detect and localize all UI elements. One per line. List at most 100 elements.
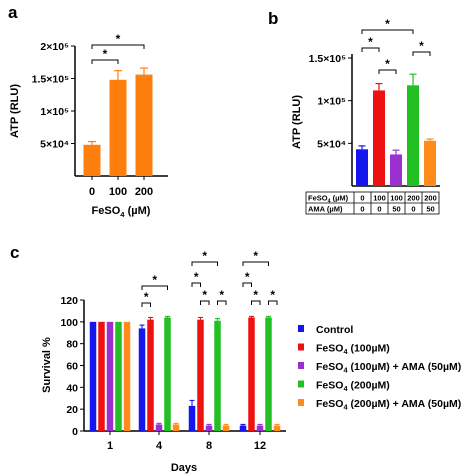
panel-a-significance-line — [91, 44, 145, 49]
panel-b-ytick-label: 1.5×10⁵ — [309, 53, 346, 65]
panel-c-legend-swatch — [298, 325, 304, 332]
panel-b-bar — [407, 85, 419, 186]
panel-c-bar — [222, 425, 230, 431]
panel-c-significance-line — [242, 261, 269, 266]
panel-b-table-cell: 0 — [360, 205, 364, 214]
panel-c-bar — [273, 425, 281, 431]
panel-c-xtick-label: 12 — [254, 440, 266, 452]
panel-b-bar — [373, 90, 385, 186]
panel-a-bar — [135, 74, 153, 176]
panel-a-significance-star: * — [103, 47, 108, 61]
panel-c-significance-line — [141, 302, 151, 307]
panel-c-bar — [205, 425, 213, 431]
panel-a-xtick-label: 200 — [135, 186, 153, 198]
panel-c-bar — [265, 317, 272, 431]
panel-c-bar — [115, 321, 122, 431]
panel-b-significance-star: * — [385, 17, 390, 31]
panel-c-significance-star: * — [253, 288, 258, 302]
panel-c-x-axis-label: Days — [171, 462, 197, 474]
panel-b-significance-line — [361, 47, 380, 52]
panel-b-table-cell: 100 — [373, 194, 386, 203]
panel-b-ytick-label: 1×10⁵ — [317, 96, 346, 108]
panel-c-bar — [197, 319, 204, 431]
panel-c-significance-star: * — [202, 249, 207, 263]
panel-c-bar — [147, 319, 154, 431]
panel-a-chart: 5×10⁴ 1×10⁵ 1.5×10⁵ 2×10⁵ 0 100 200 FeSO4 (µM) A… — [9, 32, 168, 219]
panel-a-ytick-label: 1.5×10⁵ — [32, 74, 69, 86]
panel-c-legend-label: FeSO4 (200µM) + AMA (50µM) — [316, 398, 461, 412]
panel-c-bar — [106, 321, 114, 431]
panel-b-significance-star: * — [368, 35, 373, 49]
panel-a-significance-line — [91, 59, 119, 64]
panel-a-bar — [83, 144, 101, 176]
panel-c-significance-star: * — [152, 273, 157, 287]
panel-c-significance-line — [200, 300, 210, 305]
panel-b-significance-star: * — [385, 57, 390, 71]
panel-b-table-row-label: AMA (µM) — [308, 205, 343, 214]
panel-b-significance-line — [361, 29, 414, 34]
panel-c-y-axis-label: Survival % — [41, 337, 53, 393]
panel-c-ytick-label: 100 — [60, 317, 78, 329]
panel-c-legend-swatch — [298, 362, 304, 369]
panel-label-b: b — [268, 9, 278, 28]
panel-c-significance-line — [141, 285, 168, 290]
panel-c-bar — [89, 321, 97, 431]
panel-c-ytick-label: 60 — [66, 361, 78, 373]
panel-c-significance-line — [242, 282, 252, 287]
panel-b-table-cell: 100 — [390, 194, 403, 203]
panel-b-y-axis-label: ATP (RLU) — [291, 95, 303, 149]
panel-b-bar — [390, 154, 402, 186]
panel-b-chart: 5×10⁴ 1×10⁵ 1.5×10⁵ ATP (RLU) FeSO4 (µM) 0 100… — [291, 17, 440, 215]
panel-a-xtick-label: 100 — [109, 186, 127, 198]
panel-b-table-cell: 200 — [424, 194, 437, 203]
panel-c-legend-swatch — [298, 380, 304, 388]
panel-c-bar — [138, 328, 146, 431]
panel-c-bar — [239, 425, 247, 431]
panel-a-bar — [109, 79, 127, 176]
panel-c-bar — [172, 424, 180, 431]
panel-c-legend-label: FeSO4 (100µM) — [316, 343, 390, 357]
panel-c-bar — [248, 317, 255, 431]
panel-b-table-cell: 0 — [411, 205, 415, 214]
panel-b-significance-star: * — [419, 39, 424, 53]
panel-label-a: a — [8, 3, 18, 22]
panel-b-table-cell: 50 — [426, 205, 434, 214]
panel-c-bar — [256, 425, 264, 431]
panel-c-significance-star: * — [245, 270, 250, 284]
panel-c-significance-line — [191, 282, 201, 287]
panel-c-xtick-label: 8 — [206, 440, 212, 452]
panel-c-ytick-label: 20 — [66, 404, 78, 416]
panel-label-c: c — [10, 243, 19, 262]
panel-a-ytick-label: 1×10⁵ — [40, 106, 69, 118]
panel-c-bar — [214, 320, 221, 431]
panel-c-significance-star: * — [144, 290, 149, 304]
panel-c-xtick-label: 4 — [156, 440, 163, 452]
panel-c-bar — [155, 424, 163, 431]
panel-b-table-cell: 0 — [360, 194, 364, 203]
panel-b-significance-line — [412, 51, 431, 56]
panel-c-significance-line — [251, 300, 261, 305]
panel-c-ytick-label: 120 — [60, 295, 78, 307]
panel-a-x-axis-label: FeSO4 (µM) — [92, 205, 151, 219]
panel-c-bar — [164, 317, 171, 431]
panel-b-bar — [424, 140, 436, 186]
panel-c-bar — [188, 405, 196, 431]
panel-b-table-cell: 0 — [377, 205, 381, 214]
panel-c-significance-line — [217, 300, 227, 305]
panel-c-significance-star: * — [194, 270, 199, 284]
panel-c-significance-star: * — [202, 288, 207, 302]
panel-a-y-axis-label: ATP (RLU) — [9, 84, 21, 138]
panel-c-legend-label: FeSO4 (100µM) + AMA (50µM) — [316, 361, 461, 375]
panel-b-significance-line — [378, 69, 397, 74]
panel-b-table-cell: 50 — [392, 205, 400, 214]
panel-a-significance-star: * — [116, 32, 121, 46]
panel-c-legend-label: Control — [316, 324, 353, 336]
panel-c-significance-line — [191, 261, 218, 266]
panel-b-ytick-label: 5×10⁴ — [317, 138, 346, 150]
panel-b-table-cell: 200 — [407, 194, 420, 203]
panel-c-legend-label: FeSO4 (200µM) — [316, 380, 390, 394]
panel-c-bar — [123, 321, 131, 431]
panel-c-significance-star: * — [219, 288, 224, 302]
